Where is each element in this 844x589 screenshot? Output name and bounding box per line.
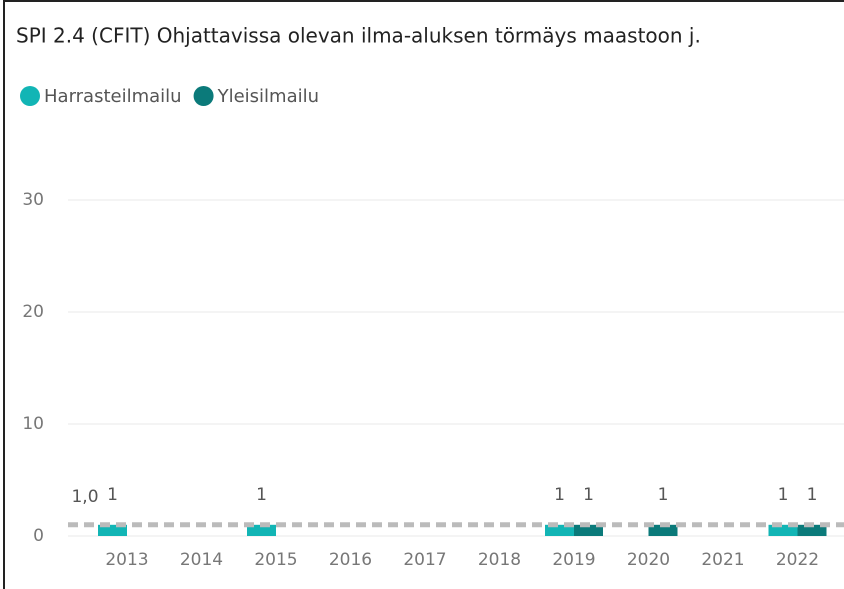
bar	[797, 524, 827, 536]
data-label: 1	[554, 485, 565, 505]
legend-marker	[193, 86, 214, 106]
data-label: 1	[778, 485, 789, 505]
x-tick-label: 2020	[627, 550, 670, 570]
x-tick-label: 2017	[403, 550, 446, 570]
frame	[3, 0, 844, 589]
x-tick-label: 2016	[329, 550, 372, 570]
y-tick-label: 30	[22, 190, 44, 210]
legend-label: Yleisilmailu	[217, 86, 319, 107]
chart-title: SPI 2.4 (CFIT) Ohjattavissa olevan ilma-…	[16, 24, 701, 48]
x-tick-label: 2018	[478, 550, 521, 570]
legend: Harrasteilmailu Yleisilmailu	[20, 86, 319, 107]
y-tick-label: 0	[33, 526, 44, 546]
bar	[98, 524, 127, 536]
data-label: 1	[256, 485, 267, 505]
x-tick-label: 2019	[552, 550, 595, 570]
y-tick-label: 20	[22, 302, 44, 322]
y-tick-label: 10	[22, 414, 44, 434]
data-label: 1	[107, 485, 118, 505]
x-tick-label: 2013	[105, 550, 148, 570]
bar	[574, 524, 603, 536]
legend-label: Harrasteilmailu	[44, 86, 182, 107]
reference-label: 1,0	[71, 487, 98, 507]
bar	[648, 524, 678, 536]
x-tick-label: 2021	[701, 550, 744, 570]
data-label: 1	[583, 485, 594, 505]
data-label: 1	[658, 485, 669, 505]
x-tick-label: 2015	[254, 550, 297, 570]
bar	[545, 524, 574, 536]
bar	[247, 524, 276, 536]
data-label: 1	[807, 485, 818, 505]
legend-marker	[20, 86, 40, 106]
bar	[768, 524, 798, 536]
x-tick-label: 2014	[180, 550, 223, 570]
x-tick-label: 2022	[776, 550, 819, 570]
